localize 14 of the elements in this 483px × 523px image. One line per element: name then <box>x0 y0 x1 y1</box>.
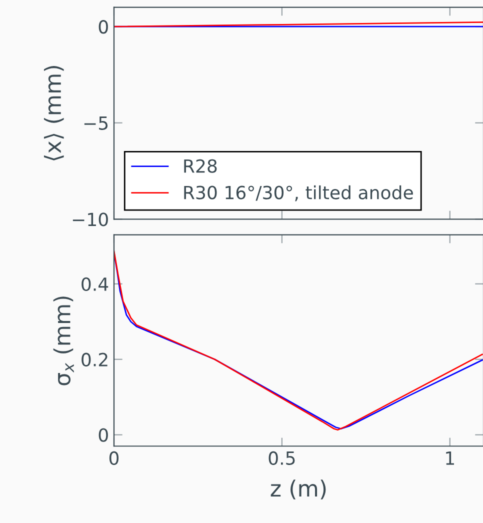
y-tick-label: 0.4 <box>82 277 108 291</box>
x-tick-label: 0 <box>109 451 119 465</box>
y-axis-title: σ$_{x}$ (mm) <box>53 296 74 386</box>
y-tick-label: 0 <box>98 20 108 34</box>
y-tick-label: 0.2 <box>82 352 108 366</box>
y-tick-label: −10 <box>72 212 108 226</box>
legend-label: R28 <box>184 159 217 173</box>
x-tick-label: 1 <box>446 452 454 465</box>
x-tick-label: 0.5 <box>268 451 295 465</box>
legend-label: R30 16°/30°, tilted anode <box>184 185 413 202</box>
x-axis-title: z (m) <box>270 480 326 500</box>
y-tick-label: 0 <box>98 428 108 442</box>
y-axis-title: ⟨x⟩ (mm) <box>44 66 64 160</box>
y-tick-label: −5 <box>84 116 108 130</box>
